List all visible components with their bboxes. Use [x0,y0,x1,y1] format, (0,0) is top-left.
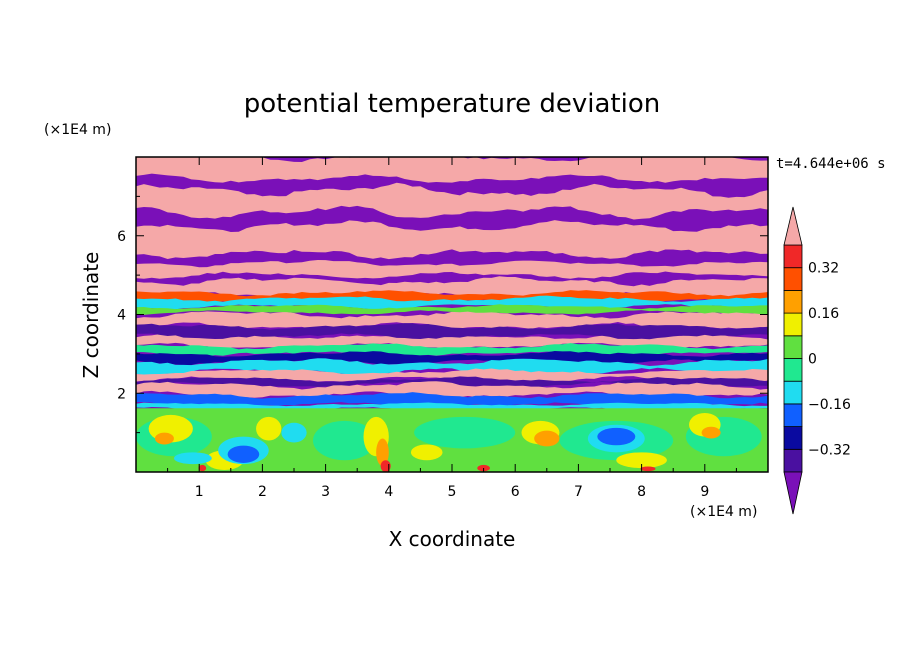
colorbar-segment [783,426,803,450]
y-unit-label: (×1E4 m) [44,122,111,138]
colorbar-label: 0.16 [808,306,839,322]
y-axis-label: Z coordinate [79,252,103,379]
contour-field [136,157,768,472]
x-tick-label: 1 [195,484,204,500]
contour-region [136,376,768,388]
contour-region [136,333,768,349]
contour-region [136,368,768,382]
colorbar-segment [783,380,803,405]
time-label: t=4.644e+06 s [776,156,886,172]
x-unit-label: (×1E4 m) [690,504,757,520]
contour-region [597,427,636,446]
contour-region [256,416,282,441]
chart-title: potential temperature deviation [244,89,660,119]
x-tick-label: 7 [574,484,583,500]
x-tick-label: 9 [700,484,709,500]
colorbar-extend-min [783,471,803,515]
colorbar-label: −0.16 [808,397,851,413]
contour-region [136,295,768,311]
contour-region [410,444,443,461]
contour-region [136,259,768,279]
colorbar-label: 0.32 [808,261,839,277]
contour-region [136,381,768,399]
y-axis: 2 4 6 [117,195,768,434]
y-tick-label: 2 [117,386,126,402]
x-axis-label: X coordinate [389,527,516,551]
colorbar-segment [783,403,803,427]
y-tick-label: 4 [117,308,126,324]
contour-region [640,466,656,472]
contour-region [198,464,207,472]
contour-region [534,430,560,447]
contour-region [380,460,391,472]
contour-region [312,420,377,461]
contour-region [136,343,768,358]
contour-region [136,182,768,220]
contour-region [173,452,212,465]
x-tick-label: 4 [384,484,393,500]
x-tick-label: 3 [321,484,330,500]
colorbar: 0.32 0.16 0 −0.16 −0.32 [783,206,851,515]
colorbar-segment [783,358,803,382]
contour-region [154,432,174,445]
contour-region [136,323,768,340]
plot-area [136,157,768,472]
contour-region [281,422,307,443]
colorbar-segment [783,289,803,314]
contour-region [376,438,389,467]
x-tick-label: 5 [448,484,457,500]
colorbar-extend-max [783,206,803,246]
contour-region [136,358,768,376]
contour-region [227,445,260,463]
colorbar-label: 0 [808,352,817,368]
colorbar-segment [783,267,803,291]
contour-region [136,351,768,366]
x-axis: 1 2 3 4 5 6 7 8 9 [167,157,737,500]
x-tick-label: 6 [511,484,520,500]
colorbar-segment [783,335,803,359]
contour-region [136,304,768,315]
contour-region [616,452,667,469]
x-tick-label: 2 [258,484,267,500]
colorbar-segment [783,312,803,337]
colorbar-segment [783,244,803,269]
contour-region [136,310,768,330]
contour-region [414,416,516,449]
contour-region [701,426,721,439]
contour-region [136,220,768,260]
colorbar-label: −0.32 [808,442,851,458]
contour-region [136,157,768,183]
x-tick-label: 8 [637,484,646,500]
colorbar-segment [783,448,803,473]
y-tick-label: 6 [117,229,126,245]
